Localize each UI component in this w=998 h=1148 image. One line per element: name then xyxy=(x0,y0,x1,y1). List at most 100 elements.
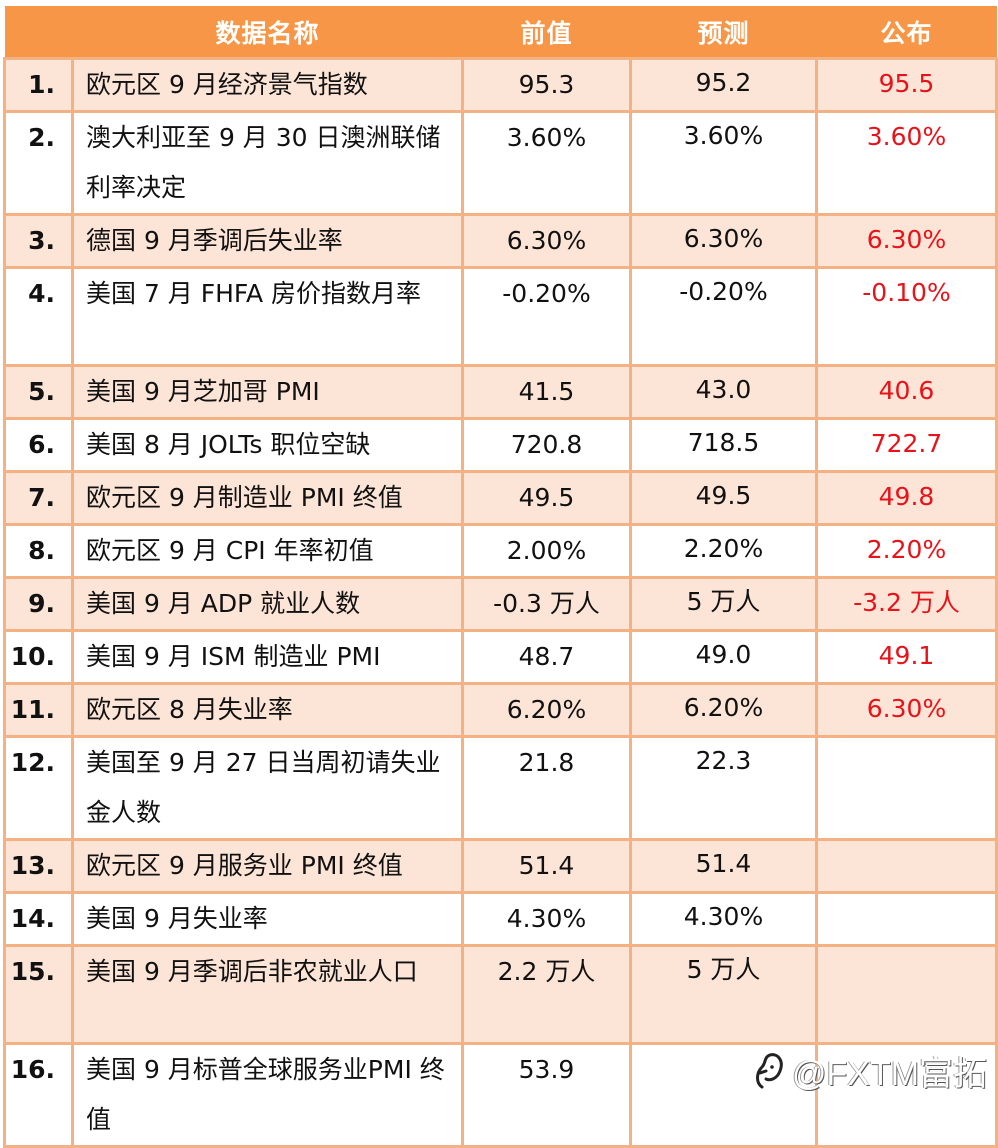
row-forecast: 5 万人 xyxy=(629,576,818,632)
row-data-name: 美国 9 月 ADP 就业人数 xyxy=(71,576,464,632)
table-row: 10. 美国 9 月 ISM 制造业 PMI 48.7 49.0 49.1 xyxy=(3,629,998,685)
row-forecast: 6.20% xyxy=(629,682,818,738)
row-number: 16. xyxy=(3,1042,74,1148)
row-previous: 53.9 xyxy=(461,1042,632,1148)
row-forecast: 51.4 xyxy=(629,838,818,894)
row-data-name: 澳大利亚至 9 月 30 日澳洲联储利率决定 xyxy=(71,110,464,216)
row-number: 10. xyxy=(3,629,74,685)
row-number: 5. xyxy=(3,364,74,420)
row-previous: 49.5 xyxy=(461,470,632,526)
row-number: 6. xyxy=(3,417,74,473)
table-row: 1. 欧元区 9 月经济景气指数 95.3 95.2 95.5 xyxy=(3,57,998,113)
row-number: 3. xyxy=(3,213,74,269)
row-number: 11. xyxy=(3,682,74,738)
row-data-name: 欧元区 8 月失业率 xyxy=(71,682,464,738)
row-actual: 40.6 xyxy=(815,364,998,420)
row-previous: -0.3 万人 xyxy=(461,576,632,632)
row-actual: 49.8 xyxy=(815,470,998,526)
table-row: 14. 美国 9 月失业率 4.30% 4.30% xyxy=(3,891,998,947)
table-row: 3. 德国 9 月季调后失业率 6.30% 6.30% 6.30% xyxy=(3,213,998,269)
row-forecast: 2.20% xyxy=(629,523,818,579)
row-actual: 49.1 xyxy=(815,629,998,685)
row-previous: 21.8 xyxy=(461,735,632,841)
row-data-name: 美国 9 月失业率 xyxy=(71,891,464,947)
watermark-text: @FXTM富拓 xyxy=(792,1055,988,1093)
row-previous: 48.7 xyxy=(461,629,632,685)
row-previous: 2.00% xyxy=(461,523,632,579)
table-row: 9. 美国 9 月 ADP 就业人数 -0.3 万人 5 万人 -3.2 万人 xyxy=(3,576,998,632)
row-data-name: 美国 9 月季调后非农就业人口 xyxy=(71,944,464,1045)
table-row: 15. 美国 9 月季调后非农就业人口 2.2 万人 5 万人 xyxy=(3,944,998,1045)
row-number: 7. xyxy=(3,470,74,526)
row-actual xyxy=(815,735,998,841)
row-actual: 95.5 xyxy=(815,57,998,113)
row-previous: -0.20% xyxy=(461,266,632,367)
table-row: 4. 美国 7 月 FHFA 房价指数月率 -0.20% -0.20% -0.1… xyxy=(3,266,998,367)
row-forecast: 718.5 xyxy=(629,417,818,473)
row-actual: 6.30% xyxy=(815,682,998,738)
header-number xyxy=(4,6,73,59)
row-previous: 95.3 xyxy=(461,57,632,113)
row-actual: 2.20% xyxy=(815,523,998,579)
header-previous: 前值 xyxy=(462,6,631,59)
row-forecast: 4.30% xyxy=(629,891,818,947)
row-previous: 51.4 xyxy=(461,838,632,894)
row-data-name: 美国至 9 月 27 日当周初请失业金人数 xyxy=(71,735,464,841)
row-number: 15. xyxy=(3,944,74,1045)
weibo-logo-icon xyxy=(756,1052,783,1088)
table-row: 13. 欧元区 9 月服务业 PMI 终值 51.4 51.4 xyxy=(3,838,998,894)
row-forecast: -0.20% xyxy=(629,266,818,367)
row-previous: 6.30% xyxy=(461,213,632,269)
row-previous: 41.5 xyxy=(461,364,632,420)
row-actual xyxy=(815,944,998,1045)
row-previous: 4.30% xyxy=(461,891,632,947)
row-data-name: 欧元区 9 月 CPI 年率初值 xyxy=(71,523,464,579)
table-row: 11. 欧元区 8 月失业率 6.20% 6.20% 6.30% xyxy=(3,682,998,738)
row-data-name: 欧元区 9 月经济景气指数 xyxy=(71,57,464,113)
header-data-name: 数据名称 xyxy=(72,6,463,59)
row-number: 14. xyxy=(3,891,74,947)
table-row: 2. 澳大利亚至 9 月 30 日澳洲联储利率决定 3.60% 3.60% 3.… xyxy=(3,110,998,216)
row-data-name: 美国 9 月 ISM 制造业 PMI xyxy=(71,629,464,685)
row-previous: 3.60% xyxy=(461,110,632,216)
row-data-name: 德国 9 月季调后失业率 xyxy=(71,213,464,269)
row-forecast: 6.30% xyxy=(629,213,818,269)
row-actual: 3.60% xyxy=(815,110,998,216)
row-previous: 6.20% xyxy=(461,682,632,738)
row-data-name: 美国 8 月 JOLTs 职位空缺 xyxy=(71,417,464,473)
row-number: 12. xyxy=(3,735,74,841)
row-number: 2. xyxy=(3,110,74,216)
economic-data-table: 数据名称 前值 预测 公布 1. 欧元区 9 月经济景气指数 95.3 95.2… xyxy=(3,6,998,1148)
header-actual: 公布 xyxy=(816,6,997,59)
row-actual xyxy=(815,891,998,947)
table-row: 12. 美国至 9 月 27 日当周初请失业金人数 21.8 22.3 xyxy=(3,735,998,841)
table-header-row: 数据名称 前值 预测 公布 xyxy=(4,6,997,59)
watermark: @FXTM富拓 xyxy=(752,1046,987,1095)
row-previous: 2.2 万人 xyxy=(461,944,632,1045)
row-forecast: 22.3 xyxy=(629,735,818,841)
row-number: 8. xyxy=(3,523,74,579)
row-number: 1. xyxy=(3,57,74,113)
table-row: 7. 欧元区 9 月制造业 PMI 终值 49.5 49.5 49.8 xyxy=(3,470,998,526)
row-data-name: 美国 7 月 FHFA 房价指数月率 xyxy=(71,266,464,367)
table-row: 6. 美国 8 月 JOLTs 职位空缺 720.8 718.5 722.7 xyxy=(3,417,998,473)
row-actual: -3.2 万人 xyxy=(815,576,998,632)
row-number: 9. xyxy=(3,576,74,632)
row-forecast: 5 万人 xyxy=(629,944,818,1045)
row-forecast: 49.0 xyxy=(629,629,818,685)
row-data-name: 欧元区 9 月制造业 PMI 终值 xyxy=(71,470,464,526)
row-number: 4. xyxy=(3,266,74,367)
row-forecast: 3.60% xyxy=(629,110,818,216)
row-actual xyxy=(815,838,998,894)
row-actual: 6.30% xyxy=(815,213,998,269)
row-forecast: 49.5 xyxy=(629,470,818,526)
row-previous: 720.8 xyxy=(461,417,632,473)
row-actual: 722.7 xyxy=(815,417,998,473)
row-actual: -0.10% xyxy=(815,266,998,367)
row-number: 13. xyxy=(3,838,74,894)
table-row: 5. 美国 9 月芝加哥 PMI 41.5 43.0 40.6 xyxy=(3,364,998,420)
row-data-name: 欧元区 9 月服务业 PMI 终值 xyxy=(71,838,464,894)
row-forecast: 43.0 xyxy=(629,364,818,420)
table-row: 8. 欧元区 9 月 CPI 年率初值 2.00% 2.20% 2.20% xyxy=(3,523,998,579)
row-data-name: 美国 9 月芝加哥 PMI xyxy=(71,364,464,420)
